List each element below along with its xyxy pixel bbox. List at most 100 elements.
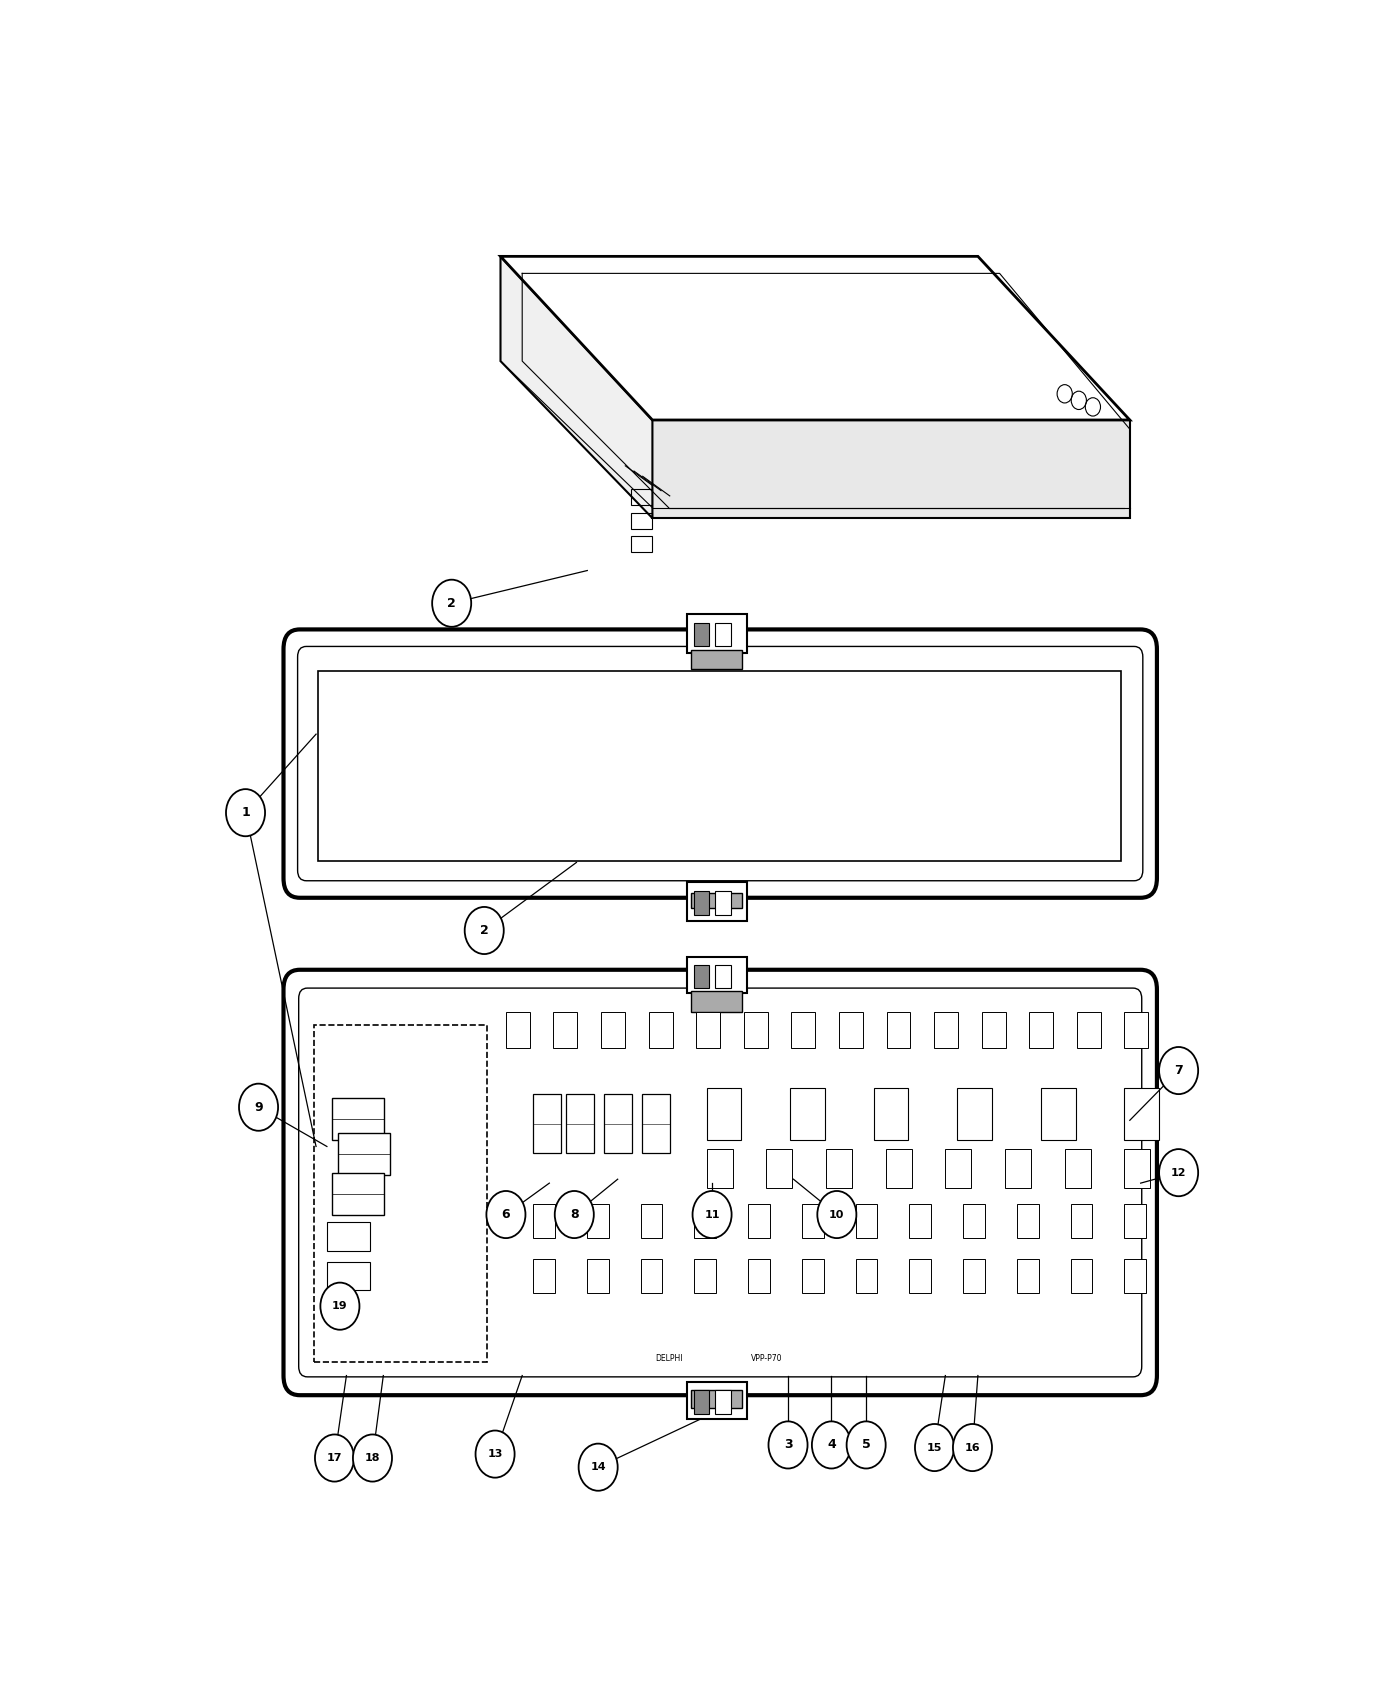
Circle shape — [315, 1435, 354, 1482]
Circle shape — [476, 1430, 515, 1477]
Bar — [1065, 1149, 1091, 1188]
Text: DELPHI: DELPHI — [655, 1353, 682, 1363]
Circle shape — [1159, 1047, 1198, 1095]
FancyBboxPatch shape — [283, 969, 1156, 1396]
Bar — [715, 964, 731, 988]
Circle shape — [554, 1192, 594, 1238]
Polygon shape — [652, 420, 1130, 518]
Text: 12: 12 — [1170, 1168, 1186, 1178]
Bar — [693, 1391, 708, 1413]
Text: 6: 6 — [501, 1209, 510, 1221]
FancyBboxPatch shape — [283, 629, 1156, 898]
Bar — [337, 1134, 389, 1175]
Bar — [332, 1173, 385, 1214]
Bar — [641, 1260, 662, 1294]
Bar — [641, 1204, 662, 1238]
Text: VPP-P70: VPP-P70 — [750, 1353, 783, 1363]
Bar — [910, 1204, 931, 1238]
Polygon shape — [501, 257, 652, 518]
Bar — [692, 1391, 742, 1408]
Bar — [707, 1088, 742, 1141]
Text: 10: 10 — [829, 1209, 844, 1219]
Circle shape — [465, 906, 504, 954]
Bar — [1124, 1012, 1148, 1049]
Bar — [533, 1260, 554, 1294]
Circle shape — [353, 1435, 392, 1482]
Bar — [693, 622, 708, 646]
Bar — [694, 1204, 715, 1238]
Bar — [687, 957, 746, 993]
Bar — [826, 1149, 853, 1188]
Bar — [641, 1095, 669, 1153]
Bar — [886, 1012, 910, 1049]
Bar — [886, 1149, 911, 1188]
FancyBboxPatch shape — [298, 646, 1142, 881]
Text: 7: 7 — [1175, 1064, 1183, 1078]
Text: 17: 17 — [326, 1454, 342, 1464]
Text: 9: 9 — [255, 1100, 263, 1114]
Bar — [692, 991, 742, 1011]
Bar — [1071, 1204, 1092, 1238]
Circle shape — [239, 1083, 279, 1131]
Bar — [802, 1204, 823, 1238]
Bar — [945, 1149, 972, 1188]
Circle shape — [1159, 1149, 1198, 1197]
Bar — [687, 1382, 746, 1420]
Bar — [694, 1260, 715, 1294]
Bar — [748, 1260, 770, 1294]
Circle shape — [578, 1443, 617, 1491]
Bar — [630, 537, 652, 553]
Bar — [791, 1012, 815, 1049]
Text: 19: 19 — [332, 1300, 347, 1311]
Circle shape — [433, 580, 472, 627]
Text: 1: 1 — [241, 806, 249, 819]
FancyBboxPatch shape — [298, 988, 1142, 1377]
Bar — [1029, 1012, 1053, 1049]
Bar — [707, 1149, 732, 1188]
Bar — [981, 1012, 1005, 1049]
Bar — [693, 964, 708, 988]
Bar — [855, 1204, 878, 1238]
Circle shape — [486, 1192, 525, 1238]
Bar — [1124, 1204, 1147, 1238]
Text: 11: 11 — [704, 1209, 720, 1219]
Bar — [1124, 1260, 1147, 1294]
Bar — [630, 490, 652, 505]
Bar — [326, 1222, 370, 1251]
Bar — [934, 1012, 958, 1049]
Text: 2: 2 — [448, 597, 456, 610]
Bar — [601, 1012, 624, 1049]
Circle shape — [812, 1421, 851, 1469]
Bar — [790, 1088, 825, 1141]
Bar — [715, 891, 731, 915]
Bar — [963, 1260, 984, 1294]
Bar — [630, 513, 652, 529]
Bar — [1016, 1204, 1039, 1238]
Bar — [766, 1149, 792, 1188]
Bar — [533, 1095, 561, 1153]
Bar — [587, 1204, 609, 1238]
Bar — [1005, 1149, 1030, 1188]
Polygon shape — [501, 257, 1130, 420]
Bar — [326, 1261, 370, 1290]
Bar — [566, 1095, 594, 1153]
Text: 18: 18 — [365, 1454, 381, 1464]
Bar — [318, 672, 1121, 862]
Bar — [687, 882, 746, 921]
Bar — [687, 614, 746, 653]
Bar — [692, 651, 742, 668]
Circle shape — [953, 1425, 993, 1470]
Text: 4: 4 — [827, 1438, 836, 1452]
Text: 16: 16 — [965, 1443, 980, 1452]
Circle shape — [225, 789, 265, 836]
Bar — [802, 1260, 823, 1294]
Text: 14: 14 — [591, 1462, 606, 1472]
Bar — [1124, 1149, 1151, 1188]
Bar — [553, 1012, 577, 1049]
Bar — [748, 1204, 770, 1238]
Text: 2: 2 — [480, 925, 489, 937]
Circle shape — [693, 1192, 732, 1238]
Bar — [910, 1260, 931, 1294]
Bar — [855, 1260, 878, 1294]
Circle shape — [818, 1192, 857, 1238]
